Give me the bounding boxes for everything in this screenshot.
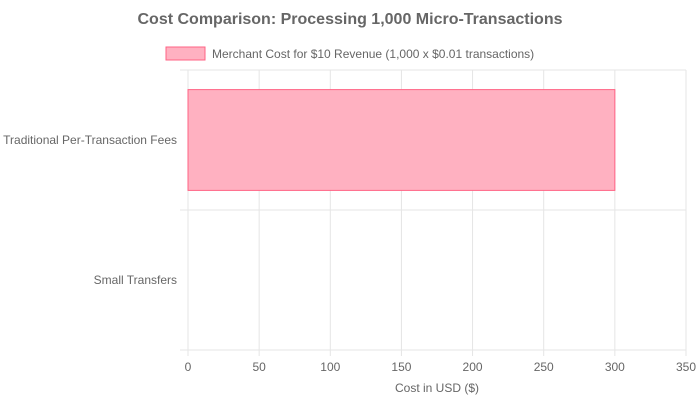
chart-title: Cost Comparison: Processing 1,000 Micro-… — [137, 11, 562, 28]
x-axis-title: Cost in USD ($) — [395, 381, 479, 395]
value-axis: 0 50 100 150 200 250 300 350 — [185, 360, 697, 374]
category-label: Traditional Per-Transaction Fees — [3, 133, 177, 147]
category-axis: Traditional Per-Transaction Fees Small Tr… — [3, 133, 177, 287]
x-tick-label: 50 — [252, 360, 266, 374]
bar — [187, 89, 616, 191]
x-tick-label: 200 — [463, 360, 483, 374]
legend-swatch — [165, 46, 206, 61]
legend[interactable]: Merchant Cost for $10 Revenue (1,000 x $… — [165, 46, 534, 61]
x-tick-label: 150 — [391, 360, 411, 374]
x-tick-label: 100 — [320, 360, 340, 374]
x-tick-label: 300 — [605, 360, 625, 374]
x-tick-label: 0 — [185, 360, 192, 374]
category-label: Small Transfers — [94, 273, 177, 287]
x-tick-label: 250 — [534, 360, 554, 374]
x-tick-label: 350 — [676, 360, 696, 374]
bars-layer — [187, 89, 616, 191]
legend-label: Merchant Cost for $10 Revenue (1,000 x $… — [212, 47, 534, 61]
